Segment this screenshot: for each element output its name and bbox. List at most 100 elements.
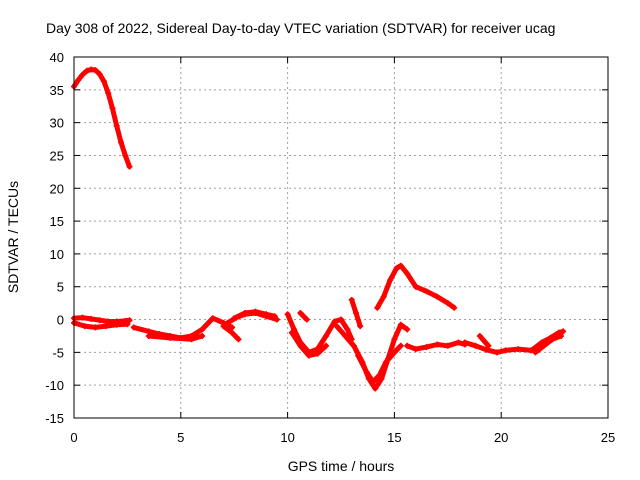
y-tick-label: 20 [50, 181, 64, 196]
data-point-marker [374, 304, 381, 311]
series-arc-15 [374, 262, 458, 311]
data-point-marker [305, 352, 312, 359]
series-line [477, 333, 491, 349]
data-point-marker [331, 318, 338, 325]
x-tick-label: 10 [280, 430, 294, 445]
data-point-marker [323, 342, 330, 349]
chart-title: Day 308 of 2022, Sidereal Day-to-day VTE… [46, 20, 555, 36]
data-point-marker [423, 344, 430, 351]
data-point-marker [391, 336, 398, 343]
data-point-marker [404, 270, 411, 277]
data-point-marker [288, 329, 295, 336]
data-point-marker [199, 332, 206, 339]
y-tick-label: 40 [50, 50, 64, 65]
x-tick-label: 20 [494, 430, 508, 445]
data-point-marker [530, 346, 537, 353]
data-point-marker [338, 316, 344, 323]
series-arc-3 [71, 319, 131, 331]
x-axis-label: GPS time / hours [288, 458, 395, 474]
data-point-marker [231, 315, 238, 322]
data-point-marker [372, 385, 379, 392]
data-point-marker [103, 323, 110, 330]
data-point-marker [515, 346, 522, 353]
data-point-marker [404, 342, 411, 349]
data-point-marker [241, 309, 248, 316]
data-point-marker [92, 324, 99, 331]
data-point-marker [549, 336, 556, 343]
data-point-marker [461, 339, 468, 346]
series-arc-9 [284, 311, 355, 356]
series-arc-8 [231, 308, 278, 322]
series-arc-14 [355, 342, 404, 385]
data-point-marker [393, 265, 400, 272]
data-point-marker [391, 349, 398, 356]
data-point-marker [540, 342, 547, 349]
y-tick-label: 5 [57, 280, 64, 295]
data-point-marker [88, 315, 95, 322]
data-point-marker [297, 309, 304, 316]
data-point-marker [199, 326, 206, 333]
data-point-marker [352, 309, 359, 316]
data-point-marker [397, 342, 404, 349]
data-point-marker [485, 342, 492, 349]
data-point-marker [348, 296, 355, 303]
data-point-marker [357, 323, 364, 330]
data-point-marker [83, 67, 90, 74]
data-point-marker [126, 163, 133, 170]
data-point-marker [314, 350, 321, 357]
data-point-marker [344, 326, 351, 333]
x-tick-label: 5 [177, 430, 184, 445]
data-point-marker [109, 105, 116, 112]
data-point-marker [350, 342, 357, 349]
grid-lines [74, 57, 608, 418]
x-tick-label: 15 [387, 430, 401, 445]
series-arc-10 [288, 329, 330, 359]
axis-tick-labels: 0 5 10 15 20 25 -15 -10 -5 0 5 10 15 20 25 30 35 40 [45, 50, 615, 445]
data-point-marker [124, 321, 131, 328]
data-point-marker [455, 339, 462, 346]
data-point-marker [434, 293, 441, 300]
data-point-marker [229, 324, 236, 331]
series-arc-17 [461, 339, 543, 356]
y-tick-label: 25 [50, 148, 64, 163]
y-tick-label: 15 [50, 214, 64, 229]
y-tick-label: 10 [50, 247, 64, 262]
data-point-marker [229, 329, 236, 336]
data-point-marker [376, 372, 383, 379]
data-point-marker [363, 369, 370, 376]
series-arc-20 [532, 332, 565, 356]
data-point-marker [412, 346, 419, 353]
data-point-marker [167, 334, 174, 341]
data-point-marker [100, 78, 107, 85]
data-point-marker [434, 341, 441, 348]
data-point-marker [235, 336, 242, 343]
data-point-marker [224, 319, 231, 326]
y-tick-label: -10 [45, 378, 64, 393]
data-point-marker [79, 314, 86, 321]
data-point-marker [284, 311, 291, 318]
y-axis-label: SDTVAR / TECUs [5, 181, 21, 293]
data-point-marker [122, 152, 129, 159]
data-point-marker [444, 300, 451, 307]
data-point-marker [79, 71, 86, 78]
data-series [71, 66, 567, 392]
data-point-marker [209, 315, 216, 322]
x-tick-label: 25 [601, 430, 615, 445]
series-line [285, 311, 355, 355]
series-line [297, 310, 310, 322]
data-point-marker [387, 277, 394, 284]
data-point-marker [560, 328, 567, 335]
data-point-marker [145, 332, 152, 339]
data-point-marker [303, 316, 310, 323]
series-arc-6 [220, 323, 242, 343]
data-point-marker [397, 321, 404, 328]
data-point-marker [188, 336, 195, 343]
data-point-marker [96, 317, 103, 324]
data-point-marker [380, 293, 387, 300]
data-point-marker [92, 67, 99, 74]
y-tick-label: -5 [52, 345, 64, 360]
data-point-marker [252, 308, 259, 315]
data-point-marker [532, 349, 539, 356]
data-point-marker [558, 332, 565, 339]
series-line [532, 333, 564, 355]
